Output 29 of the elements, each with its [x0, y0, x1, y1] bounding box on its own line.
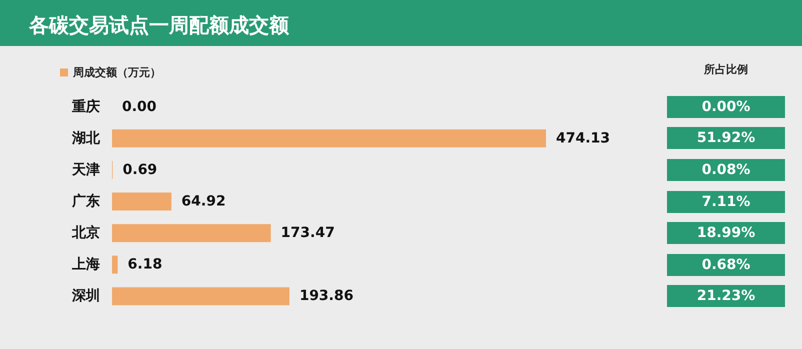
- y-tick-label: 广东: [71, 192, 100, 210]
- legend-label: 周成交额（万元）: [72, 66, 161, 79]
- y-tick-label: 上海: [71, 256, 100, 273]
- chart-title: 各碳交易试点一周配额成交额: [28, 13, 290, 37]
- data-label: 6.18: [128, 256, 162, 273]
- y-tick-label: 北京: [71, 224, 100, 242]
- bar: [112, 129, 546, 148]
- text: 0.08%: [667, 158, 785, 181]
- y-tick-label: 重庆: [71, 98, 100, 115]
- y-tick-label: 湖北: [71, 130, 101, 146]
- data-label: 173.47: [280, 225, 335, 242]
- text: 51.92%: [667, 127, 785, 150]
- text: 18.99%: [667, 222, 785, 244]
- text: 0.00%: [667, 96, 785, 118]
- bar: [112, 256, 118, 274]
- bar: [112, 287, 290, 306]
- text: 21.23%: [667, 285, 785, 308]
- text: 7.11%: [667, 190, 785, 212]
- y-tick-label: 深圳: [71, 288, 100, 304]
- data-label: 474.13: [556, 130, 610, 146]
- text: 0.68%: [667, 254, 785, 276]
- bar: [112, 224, 271, 242]
- bar: [112, 192, 172, 210]
- data-label: 0.69: [122, 162, 158, 178]
- text: 所占比例: [703, 62, 749, 77]
- y-tick-label: 天津: [71, 162, 100, 178]
- data-label: 0.00: [122, 98, 157, 115]
- data-label: 64.92: [181, 194, 226, 210]
- data-label: 193.86: [299, 288, 354, 304]
